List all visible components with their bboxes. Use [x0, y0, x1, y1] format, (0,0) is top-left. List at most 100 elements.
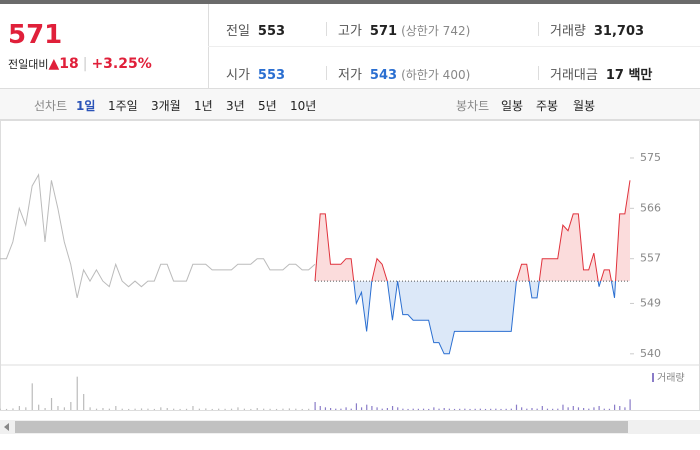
volume-bar	[386, 408, 388, 410]
price-line	[0, 173, 316, 298]
volume-bar	[185, 408, 188, 410]
volume-bar	[484, 408, 487, 410]
volume-bar	[70, 402, 72, 410]
stat-value: 553	[257, 24, 286, 39]
stat-label: 저가	[338, 68, 362, 83]
tab-group-label: 봉차트	[456, 99, 490, 113]
volume-bar	[224, 408, 226, 410]
stat-value: 31,703	[593, 24, 645, 39]
volume-bar	[469, 408, 471, 410]
stat-label: 시가	[226, 68, 250, 83]
volume-bar	[552, 408, 554, 410]
price-line-down	[315, 281, 617, 355]
volume-bar	[629, 399, 631, 410]
volume-bar	[479, 408, 481, 410]
volume-bar	[173, 408, 175, 410]
volume-bar	[448, 408, 450, 410]
volume-bar	[376, 407, 378, 410]
price-line-up	[314, 180, 631, 282]
volume-bar	[108, 408, 110, 410]
period-tab[interactable]: 1년	[194, 99, 213, 113]
volume-bar	[140, 408, 143, 410]
volume-bar	[438, 408, 440, 410]
scroll-arrow[interactable]	[4, 423, 9, 431]
volume-bar	[192, 406, 194, 410]
chart: 540549557566575거래량10:0011:0012:0013:0014…	[0, 120, 700, 450]
volume-bar	[557, 408, 559, 410]
tab-bar: 선차트 봉차트 1일 1주일 3개월 1년 3년 5년 10년 일봉 주봉 월봉	[0, 88, 700, 120]
volume-bar	[608, 408, 611, 410]
volume-bar	[275, 408, 278, 410]
volume-bar	[147, 408, 149, 410]
volume-bar	[412, 408, 414, 410]
volume-bar	[577, 407, 580, 410]
period-tab[interactable]: 5년	[258, 99, 277, 113]
y-tick-label: 575	[640, 151, 661, 164]
volume-bar	[546, 408, 549, 410]
volume-bar	[218, 408, 220, 410]
stat: 전일 553	[226, 20, 285, 39]
volume-bar	[598, 406, 600, 410]
volume-bar	[89, 407, 91, 410]
volume-bar	[95, 408, 98, 410]
stat: 시가 553	[226, 64, 285, 83]
volume-bar	[345, 407, 347, 410]
volume-bar	[243, 408, 245, 410]
y-tick-label: 566	[640, 201, 661, 214]
y-tick-label: 540	[640, 347, 661, 360]
volume-bar	[624, 407, 626, 410]
volume-legend-swatch	[652, 373, 654, 382]
y-tick-label: 557	[640, 252, 661, 265]
volume-bar	[350, 408, 352, 410]
volume-bar	[521, 407, 523, 410]
candle-tab[interactable]: 월봉	[573, 99, 596, 113]
volume-bar	[263, 408, 265, 410]
volume-bar	[407, 408, 409, 410]
volume-bar	[355, 403, 358, 410]
volume-bar	[335, 408, 337, 410]
period-tab[interactable]: 1일	[76, 99, 96, 113]
volume-bar	[614, 404, 616, 410]
stat-label: 전일	[226, 24, 250, 39]
volume-bar	[428, 408, 430, 410]
volume-bar	[5, 408, 8, 410]
volume-bar	[562, 404, 564, 410]
stat: 저가 543 (하한가 400)	[338, 64, 470, 83]
period-tab[interactable]: 3년	[226, 99, 245, 113]
volume-bar	[230, 408, 233, 410]
stat-value: 543	[369, 68, 398, 83]
candle-tab[interactable]: 일봉	[501, 99, 524, 113]
volume-bar	[0, 408, 1, 410]
volume-bar	[391, 406, 394, 410]
volume-bar	[495, 408, 497, 410]
period-tab[interactable]: 3개월	[151, 99, 181, 113]
volume-bar	[25, 407, 27, 410]
separator	[538, 66, 539, 80]
volume-bar	[505, 408, 507, 410]
volume-bar	[83, 394, 85, 410]
volume-bar	[443, 408, 445, 410]
volume-bar	[433, 407, 435, 410]
volume-bar	[295, 408, 297, 410]
candle-tab[interactable]: 주봉	[536, 99, 559, 113]
tab-group-label: 선차트	[34, 99, 68, 113]
volume-bar	[340, 408, 342, 410]
divider	[208, 46, 700, 47]
volume-bar	[314, 402, 316, 410]
stat-label: 거래량	[550, 24, 586, 39]
period-tab[interactable]: 1주일	[108, 99, 138, 113]
stat-label: 고가	[338, 24, 362, 39]
volume-bar	[57, 406, 59, 410]
volume-bar	[31, 383, 33, 410]
volume-bar	[63, 407, 65, 410]
volume-bar	[422, 408, 425, 410]
volume-bar	[76, 376, 78, 410]
stat: 고가 571 (상한가 742)	[338, 20, 470, 39]
separator	[326, 22, 327, 36]
period-tab[interactable]: 10년	[290, 99, 317, 113]
volume-bar	[371, 406, 373, 410]
scroll-thumb[interactable]	[15, 421, 628, 433]
y-tick-label: 549	[640, 296, 661, 309]
volume-bar	[541, 406, 543, 410]
